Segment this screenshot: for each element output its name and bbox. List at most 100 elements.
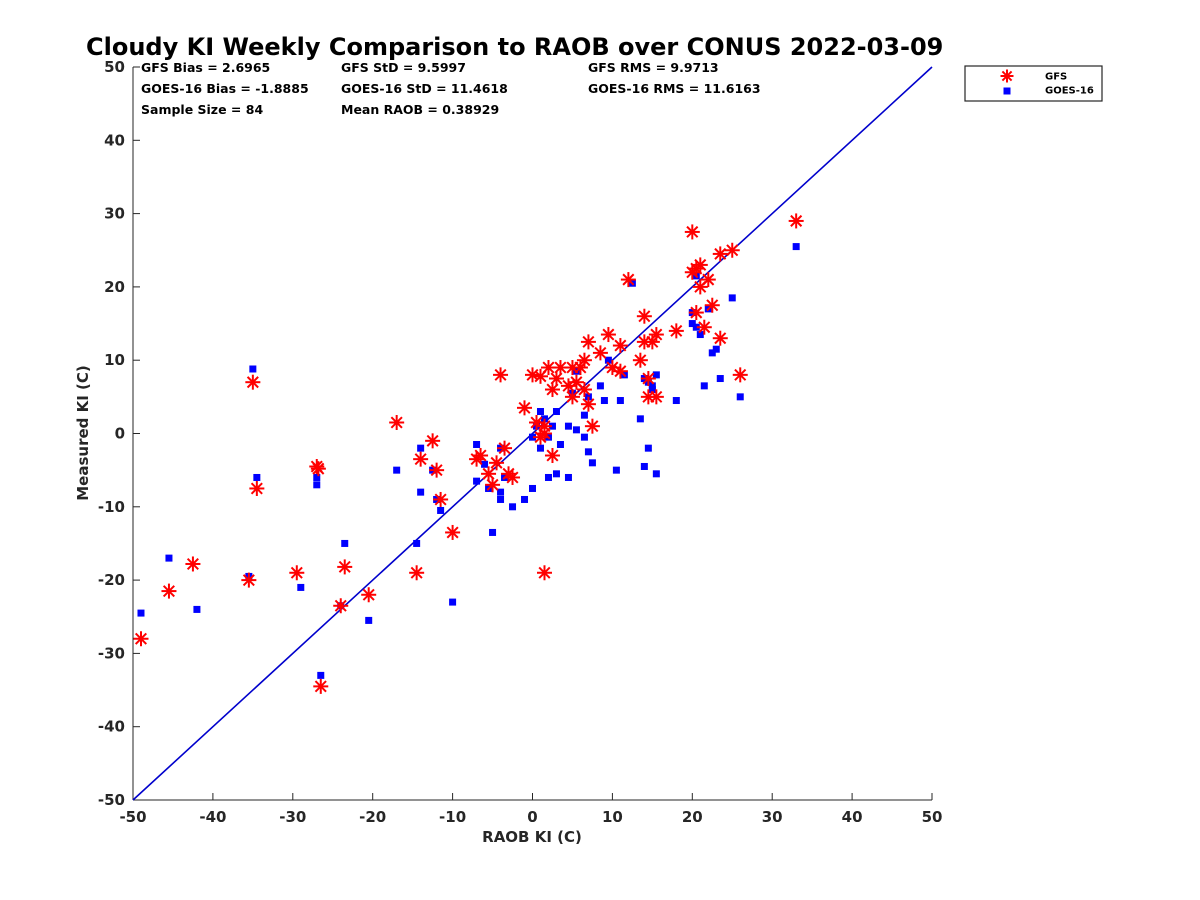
data-point <box>297 583 305 591</box>
legend-marker <box>1000 69 1014 83</box>
data-point <box>644 444 652 452</box>
data-point <box>648 386 656 394</box>
stats-block: GFS Bias = 2.6965 GFS StD = 9.5997 GFS RMS… <box>141 60 761 117</box>
data-point <box>497 495 505 503</box>
data-point <box>289 565 305 581</box>
data-point <box>544 382 560 398</box>
x-axis-label: RAOB KI (C) <box>482 828 582 846</box>
data-point <box>580 396 596 412</box>
y-tick-label: 50 <box>104 58 125 76</box>
data-point <box>648 389 664 405</box>
y-tick-label: -10 <box>98 498 125 516</box>
data-point <box>692 323 700 331</box>
data-point <box>333 598 349 614</box>
data-point <box>692 257 708 273</box>
y-tick-label: 40 <box>104 131 125 149</box>
data-point <box>632 352 648 368</box>
data-point <box>544 473 552 481</box>
data-point <box>672 397 680 405</box>
stat-text: GOES-16 RMS = 11.6163 <box>588 81 761 96</box>
data-point <box>409 565 425 581</box>
data-point <box>616 397 624 405</box>
data-point <box>636 415 644 423</box>
data-point <box>648 327 664 343</box>
data-point <box>568 374 584 390</box>
x-tick-label: 50 <box>922 808 943 826</box>
data-point <box>481 466 497 482</box>
data-point <box>389 415 405 431</box>
data-point <box>133 631 149 647</box>
data-point <box>584 418 600 434</box>
data-point <box>417 488 425 496</box>
data-point <box>564 422 572 430</box>
data-point <box>489 528 497 536</box>
data-point <box>161 583 177 599</box>
data-point <box>413 539 421 547</box>
data-point <box>413 451 429 467</box>
data-point <box>341 539 349 547</box>
data-point <box>253 473 261 481</box>
legend-label: GOES-16 <box>1045 86 1094 97</box>
series-gfs <box>133 213 804 694</box>
data-point <box>712 345 720 353</box>
data-point <box>668 323 684 339</box>
data-point <box>489 455 505 471</box>
y-tick-label: 0 <box>115 425 125 443</box>
data-point <box>564 473 572 481</box>
data-point <box>556 440 564 448</box>
data-point <box>505 469 521 485</box>
data-point <box>580 433 588 441</box>
data-point <box>425 433 441 449</box>
stat-text: Sample Size = 84 <box>141 102 263 117</box>
data-point <box>588 459 596 467</box>
stat-text: GOES-16 StD = 11.4618 <box>341 81 508 96</box>
data-point <box>700 272 716 288</box>
data-point <box>688 320 696 328</box>
data-point <box>640 462 648 470</box>
data-point <box>688 305 704 321</box>
stat-text: Mean RAOB = 0.38929 <box>341 102 499 117</box>
data-point <box>521 495 529 503</box>
legend-box <box>964 65 1103 102</box>
data-point <box>433 491 449 507</box>
data-point <box>712 330 728 346</box>
data-point <box>648 382 656 390</box>
data-point <box>708 349 716 357</box>
data-point <box>552 408 560 416</box>
data-point <box>548 422 556 430</box>
data-point <box>620 272 636 288</box>
data-point <box>576 352 592 368</box>
plot-area <box>132 66 933 801</box>
x-tick-labels: -50 -40 -30 -20 -10 0 10 20 30 40 50 <box>119 808 942 826</box>
data-point <box>361 587 377 603</box>
data-point <box>165 554 173 562</box>
data-point <box>548 371 564 387</box>
data-point <box>365 616 373 624</box>
y-tick-labels: 50 40 30 20 10 0 -10 -20 -30 -40 -50 <box>98 58 125 809</box>
data-point <box>393 466 401 474</box>
y-tick-label: -40 <box>98 718 125 736</box>
data-point <box>485 477 501 493</box>
data-point <box>596 382 604 390</box>
x-tick-label: -10 <box>439 808 466 826</box>
data-point <box>497 488 505 496</box>
data-point <box>429 462 445 478</box>
data-point <box>600 327 616 343</box>
data-point <box>592 345 608 361</box>
data-point <box>473 440 481 448</box>
data-point <box>696 331 704 339</box>
data-point <box>317 671 325 679</box>
data-point <box>652 371 660 379</box>
x-tick-label: 40 <box>842 808 863 826</box>
data-point <box>417 444 425 452</box>
data-point <box>437 506 445 514</box>
data-point <box>580 411 588 419</box>
reference-line <box>132 66 933 801</box>
data-point <box>445 524 461 540</box>
data-point <box>580 334 596 350</box>
x-tick-label: 20 <box>682 808 703 826</box>
data-point <box>584 448 592 456</box>
data-point <box>712 246 728 262</box>
